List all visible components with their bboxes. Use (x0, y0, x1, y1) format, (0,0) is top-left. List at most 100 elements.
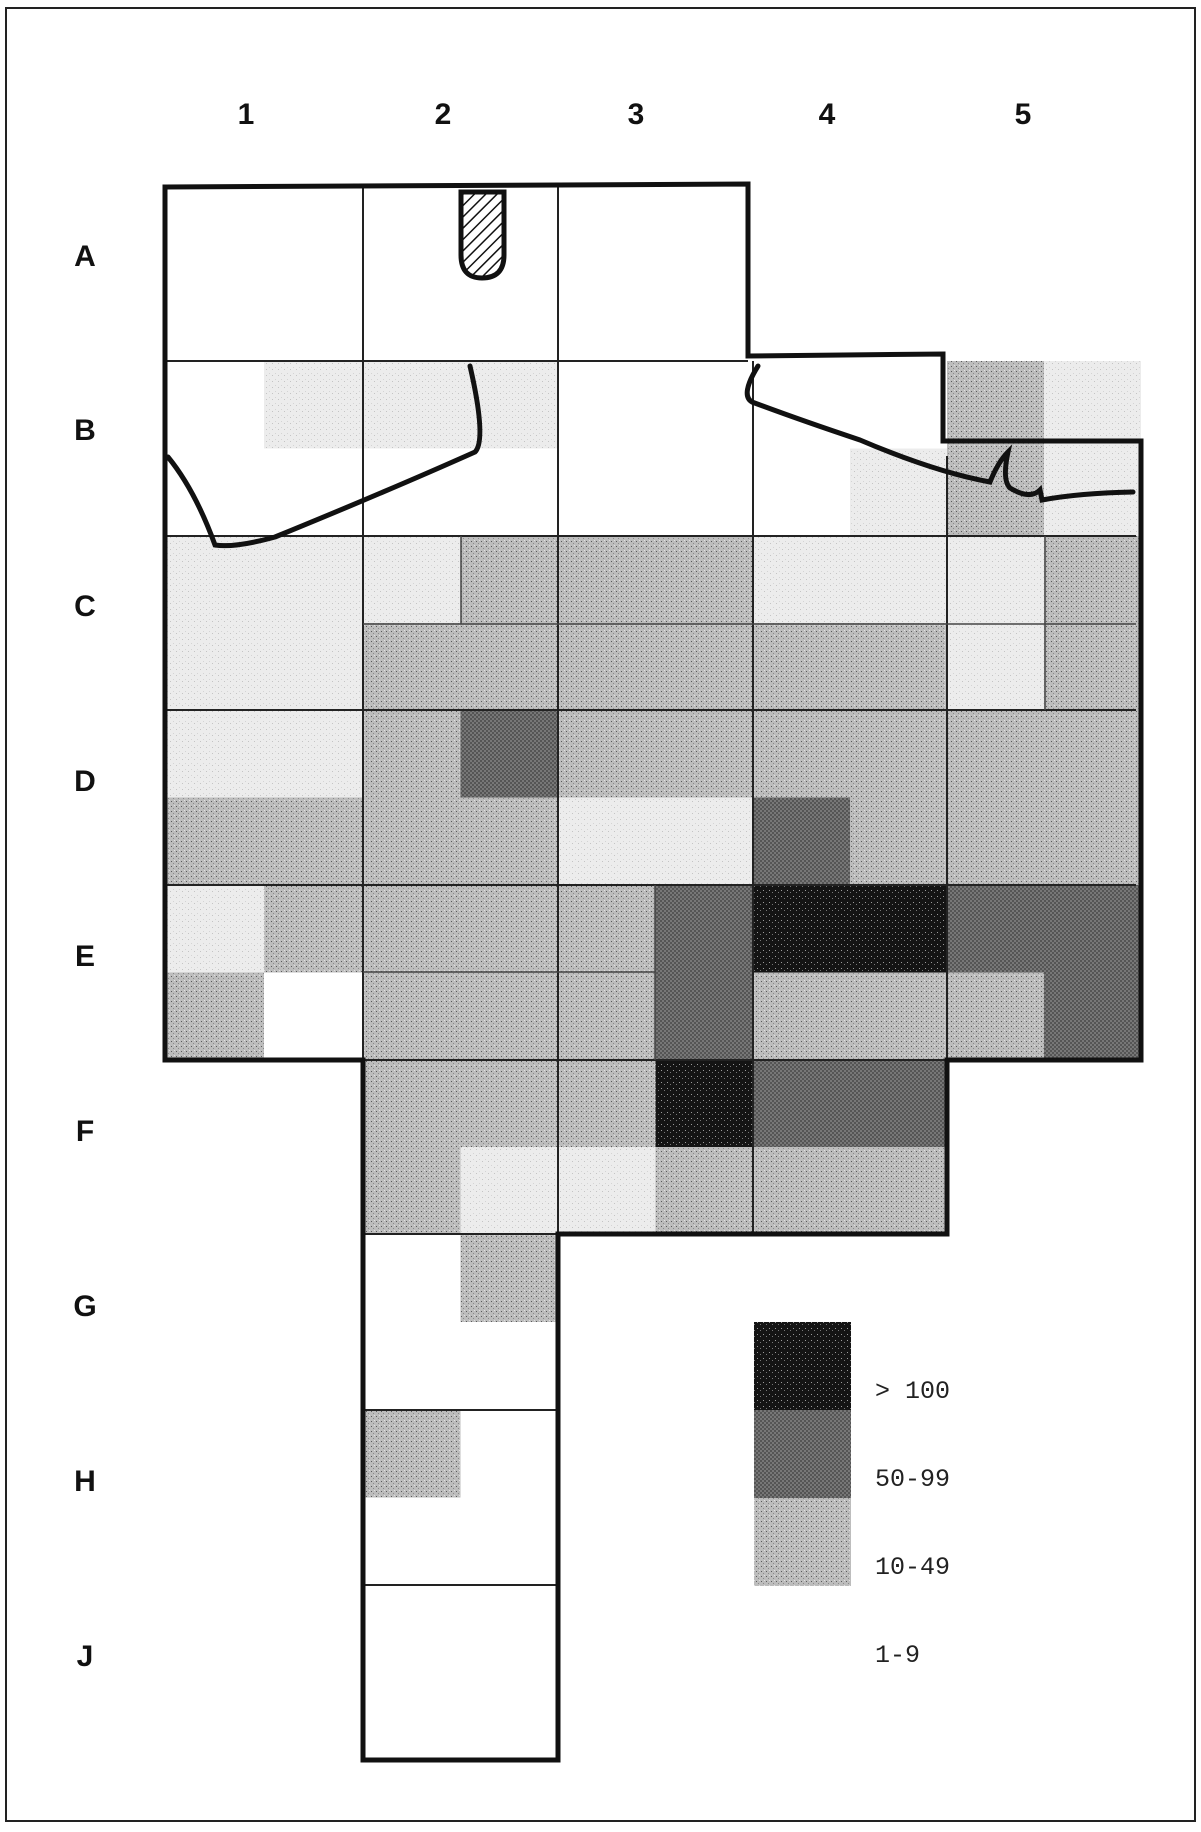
row-label-c: C (74, 590, 96, 623)
column-label-2: 2 (434, 98, 452, 131)
feature-outline-b4-b5 (744, 363, 1136, 503)
cell-c5-quadrant-1 (947, 536, 1044, 623)
feature-outline-b1-b2 (165, 363, 483, 549)
row-label-d: D (74, 765, 96, 798)
cell-c5-quadrant-3 (947, 623, 1044, 710)
cell-e4-quadrant-1 (753, 885, 850, 973)
cell-c3-quadrant-1 (558, 536, 656, 623)
cell-e1-quadrant-2 (264, 885, 363, 973)
cell-f2-quadrant-2 (460, 1060, 558, 1147)
cell-c5-quadrant-4 (1044, 623, 1141, 710)
cell-g2-quadrant-2 (460, 1234, 558, 1322)
cell-e5-quadrant-1 (947, 885, 1044, 973)
row-label-e: E (74, 940, 95, 973)
cell-e5-quadrant-4 (1044, 972, 1141, 1060)
cell-d5-quadrant-2 (1044, 710, 1141, 798)
cell-d3-quadrant-2 (655, 710, 753, 798)
cell-c2-quadrant-2 (460, 536, 558, 623)
cell-d1-quadrant-2 (264, 710, 363, 798)
cell-c3-quadrant-4 (655, 623, 753, 710)
column-label-5: 5 (1014, 98, 1032, 131)
cell-d2-quadrant-3 (363, 797, 461, 885)
cell-e3-quadrant-2 (655, 885, 753, 973)
row-label-g: G (73, 1290, 97, 1323)
cell-d4-quadrant-2 (850, 710, 947, 798)
cell-h2-quadrant-1 (363, 1410, 461, 1498)
excavation-outline (162, 181, 1144, 1763)
legend-swatches (754, 1322, 851, 1586)
cell-c4-quadrant-4 (850, 623, 947, 710)
cell-d5-quadrant-4 (1044, 797, 1141, 885)
cell-e4-quadrant-3 (753, 972, 850, 1060)
cell-e3-quadrant-3 (558, 972, 656, 1060)
cell-f3-quadrant-2 (655, 1060, 753, 1147)
column-label-3: 3 (627, 98, 645, 131)
cell-f3-quadrant-4 (655, 1147, 753, 1234)
cell-c3-quadrant-2 (655, 536, 753, 623)
cell-c3-quadrant-3 (558, 623, 656, 710)
cell-c1-quadrant-1 (165, 536, 264, 623)
cell-f4-quadrant-2 (850, 1060, 947, 1147)
cell-d2-quadrant-4 (460, 797, 558, 885)
legend-swatch-10-49 (754, 1498, 851, 1586)
cell-e2-quadrant-1 (363, 885, 461, 973)
column-label-4: 4 (818, 98, 836, 131)
cell-e2-quadrant-2 (460, 885, 558, 973)
cell-c5-quadrant-2 (1044, 536, 1141, 623)
cell-d4-quadrant-4 (850, 797, 947, 885)
cell-c4-quadrant-1 (753, 536, 850, 623)
cell-b1-quadrant-2 (264, 361, 363, 449)
cell-d5-quadrant-3 (947, 797, 1044, 885)
cell-f2-quadrant-3 (363, 1147, 461, 1234)
cell-d3-quadrant-3 (558, 797, 656, 885)
cell-f4-quadrant-4 (850, 1147, 947, 1234)
cell-c4-quadrant-3 (753, 623, 850, 710)
cell-e5-quadrant-3 (947, 972, 1044, 1060)
cell-e4-quadrant-2 (850, 885, 947, 973)
row-label-h: H (74, 1465, 96, 1498)
cell-c2-quadrant-4 (460, 623, 558, 710)
cell-e2-quadrant-3 (363, 972, 461, 1060)
row-label-f: F (75, 1115, 95, 1148)
cell-d1-quadrant-1 (165, 710, 264, 798)
cell-f2-quadrant-4 (460, 1147, 558, 1234)
cell-e3-quadrant-4 (655, 972, 753, 1060)
cell-e1-quadrant-1 (165, 885, 264, 973)
cell-f3-quadrant-1 (558, 1060, 656, 1147)
cell-c1-quadrant-4 (264, 623, 363, 710)
cell-b4-quadrant-4 (850, 448, 947, 536)
cell-d1-quadrant-4 (264, 797, 363, 885)
cell-c4-quadrant-2 (850, 536, 947, 623)
legend-swatch-50-99 (754, 1410, 851, 1498)
column-label-1: 1 (237, 98, 255, 131)
cell-f4-quadrant-3 (753, 1147, 850, 1234)
cell-d2-quadrant-2 (460, 710, 558, 798)
legend-label-over-100: > 100 (875, 1377, 951, 1406)
cell-e5-quadrant-2 (1044, 885, 1141, 973)
cell-b5-quadrant-1 (947, 361, 1044, 449)
row-label-j: J (76, 1640, 94, 1673)
cell-b5-quadrant-2 (1044, 361, 1141, 449)
cell-d4-quadrant-3 (753, 797, 850, 885)
cell-d2-quadrant-1 (363, 710, 461, 798)
cell-c2-quadrant-1 (363, 536, 461, 623)
cell-b2-quadrant-1 (363, 361, 461, 449)
cell-c1-quadrant-2 (264, 536, 363, 623)
cell-f2-quadrant-1 (363, 1060, 461, 1147)
cell-e4-quadrant-4 (850, 972, 947, 1060)
legend-swatch-over-100 (754, 1322, 851, 1410)
row-label-b: B (74, 414, 96, 447)
cell-e2-quadrant-4 (460, 972, 558, 1060)
cell-f4-quadrant-1 (753, 1060, 850, 1147)
cell-d3-quadrant-4 (655, 797, 753, 885)
cell-d1-quadrant-3 (165, 797, 264, 885)
cell-d4-quadrant-1 (753, 710, 850, 798)
cell-d5-quadrant-1 (947, 710, 1044, 798)
cell-layer (165, 361, 1141, 1498)
gridlines (165, 187, 1136, 1586)
hatched-post-marker (458, 189, 507, 281)
subcell-lines (363, 536, 1136, 1060)
cell-c2-quadrant-3 (363, 623, 461, 710)
cell-e3-quadrant-1 (558, 885, 656, 973)
